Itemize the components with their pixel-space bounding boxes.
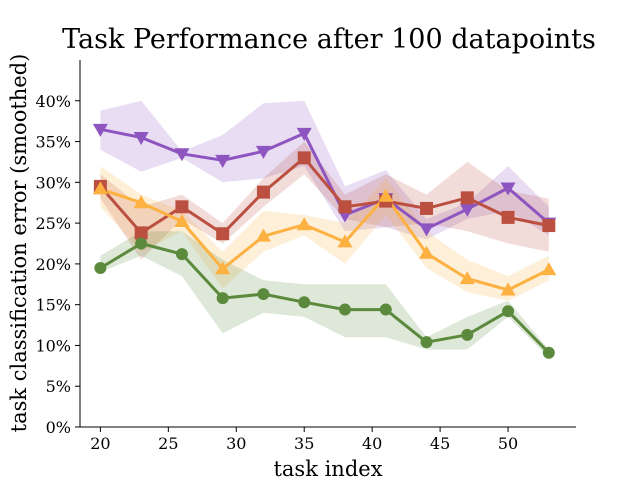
series-0-line <box>98 127 551 231</box>
series-1-point-2 <box>175 200 189 214</box>
series-1-point-10 <box>501 210 515 224</box>
confidence-bands <box>100 100 549 358</box>
y-tick-label: 35% <box>35 133 71 152</box>
x-tick-label: 25 <box>158 434 178 453</box>
y-tick-label: 0% <box>46 418 71 437</box>
y-tick-label: 25% <box>35 214 71 233</box>
chart-title: Task Performance after 100 datapoints <box>62 24 596 55</box>
series-2-point-6 <box>337 234 353 248</box>
series-2-point-11 <box>541 262 557 276</box>
x-axis-label: task index <box>273 457 382 480</box>
series-2-point-7 <box>378 188 394 202</box>
series-2-point-9 <box>459 271 475 285</box>
x-tick-label: 50 <box>498 434 518 453</box>
series-0-point-3 <box>215 154 231 168</box>
series-3-point-6 <box>338 303 351 316</box>
series-0-point-2 <box>174 148 190 162</box>
series-3-point-7 <box>379 303 392 316</box>
axes <box>79 60 576 428</box>
series-markers <box>92 123 557 359</box>
series-0-band <box>100 100 549 240</box>
x-tick-label: 20 <box>90 434 110 453</box>
series-2-point-0 <box>92 181 108 195</box>
series-2-point-5 <box>296 217 312 231</box>
series-0-point-4 <box>255 145 271 159</box>
x-tick-label: 30 <box>226 434 246 453</box>
series-3-point-9 <box>461 328 474 341</box>
y-tick-label: 30% <box>35 173 71 192</box>
y-axis-ticks: 0% 5% 10% 15% 20% 25% 30% 35% 40% <box>35 92 80 437</box>
series-1-point-3 <box>216 227 230 241</box>
series-3-point-4 <box>257 288 270 301</box>
y-tick-label: 20% <box>35 255 71 274</box>
series-1-point-8 <box>420 201 434 215</box>
series-3-point-5 <box>298 296 311 309</box>
x-tick-label: 35 <box>294 434 314 453</box>
x-axis-ticks: 20 25 30 35 40 45 50 <box>90 427 518 453</box>
series-3-point-2 <box>175 248 188 261</box>
series-2-point-1 <box>133 195 149 209</box>
y-tick-label: 40% <box>35 92 71 111</box>
series-0-point-0 <box>92 123 108 137</box>
series-0-point-5 <box>296 127 312 141</box>
series-3-point-10 <box>502 305 515 318</box>
series-3-point-3 <box>216 292 229 305</box>
x-tick-label: 45 <box>430 434 450 453</box>
series-1-band <box>100 141 549 260</box>
y-axis-label: task classification error (smoothed) <box>7 54 31 433</box>
series-3-point-1 <box>135 237 148 250</box>
series-1-point-1 <box>134 226 148 240</box>
series-1-point-6 <box>338 200 352 214</box>
y-tick-label: 5% <box>46 377 71 396</box>
series-0-point-8 <box>419 223 435 237</box>
series-1-point-5 <box>297 151 311 165</box>
series-2-point-3 <box>215 261 231 275</box>
series-lines <box>98 127 551 355</box>
series-3-point-11 <box>542 346 555 359</box>
series-2-line <box>98 187 551 292</box>
series-2-point-10 <box>500 282 516 296</box>
series-3-line <box>98 242 551 355</box>
y-tick-label: 10% <box>35 336 71 355</box>
series-1-point-11 <box>542 219 556 233</box>
series-3-band <box>100 231 549 358</box>
series-2-point-2 <box>174 213 190 227</box>
x-tick-label: 40 <box>362 434 382 453</box>
series-1-line <box>98 156 551 236</box>
series-0-point-1 <box>133 131 149 145</box>
series-3-point-0 <box>94 261 107 274</box>
series-2-point-8 <box>419 245 435 259</box>
series-0-point-10 <box>500 182 516 196</box>
y-tick-label: 15% <box>35 296 71 315</box>
series-1-point-9 <box>460 191 474 205</box>
series-1-point-4 <box>256 185 270 199</box>
series-0-point-9 <box>459 203 475 217</box>
series-2-point-4 <box>255 228 271 242</box>
series-3-point-8 <box>420 336 433 349</box>
